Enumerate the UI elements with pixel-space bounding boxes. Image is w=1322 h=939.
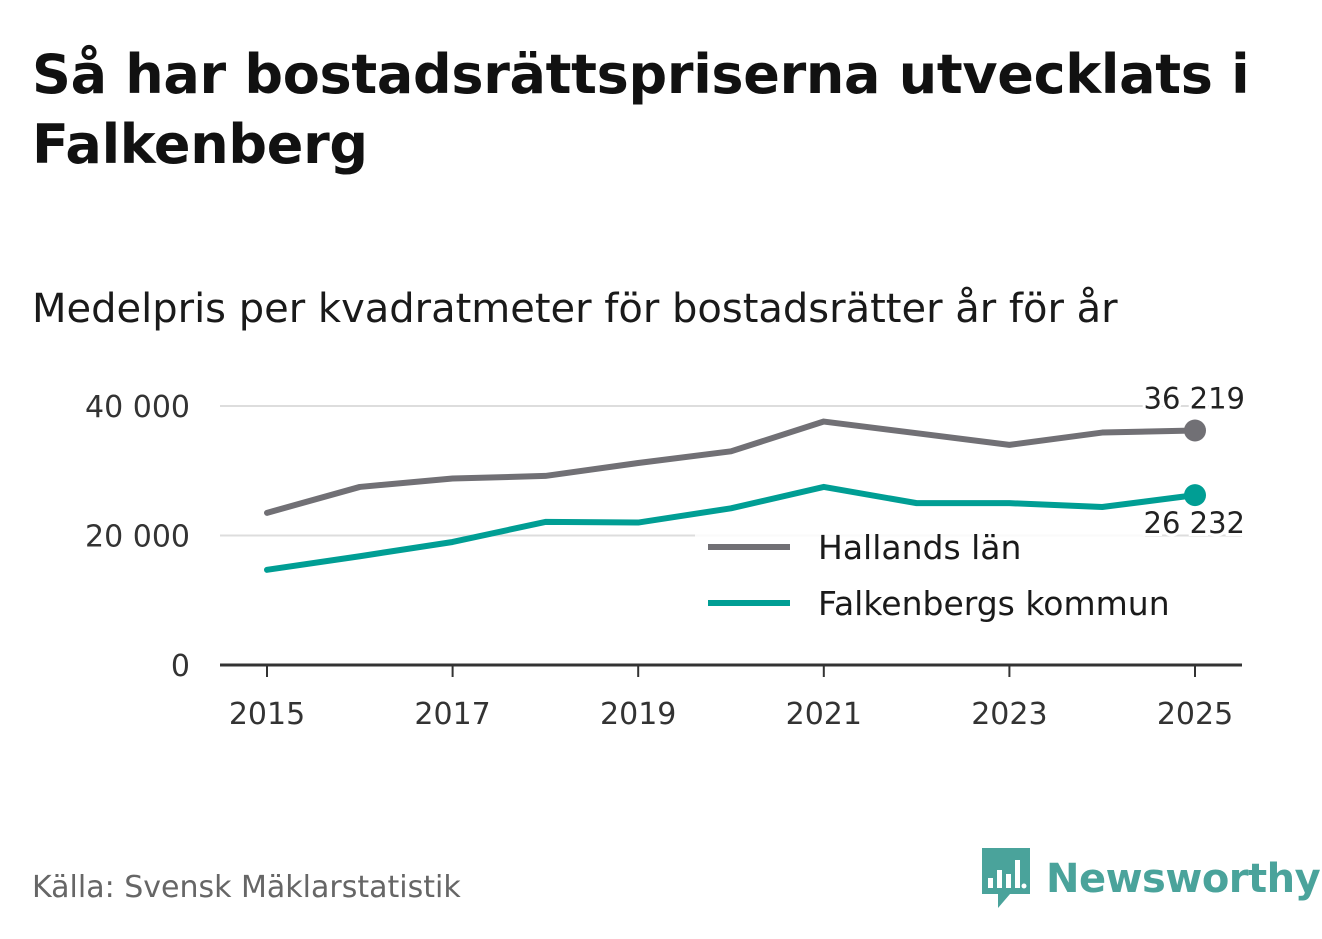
series-end-label: 36 219 [1144,381,1245,415]
legend-label: Hallands län [818,528,1021,567]
series-line [264,483,1198,573]
brand-name: Newsworthy [1046,856,1321,902]
x-tick-label: 2019 [600,697,676,732]
source-note: Källa: Svensk Mäklarstatistik [32,870,461,905]
legend-label: Falkenbergs kommun [818,584,1170,623]
brand-logo: Newsworthy [980,848,1321,910]
x-tick-label: 2023 [971,697,1047,732]
legend-box [695,518,1145,640]
series-end-marker [1184,419,1206,442]
x-tick-label: 2025 [1157,697,1233,732]
newsworthy-bar-chart-icon [982,848,1030,908]
series-end-marker [1184,484,1206,507]
line-chart: 0 20 000 40 000 2015 2017 2019 2021 2023 2025 36 … [85,381,1245,732]
series-end-label: 26 232 [1144,506,1245,540]
series-line [264,418,1198,516]
x-tick-label: 2015 [229,697,305,732]
x-tick-label: 2017 [414,697,490,732]
chart-title: Så har bostadsrättspriserna utvecklats i… [32,43,1250,176]
y-tick-label: 20 000 [85,520,190,555]
chart-subtitle: Medelpris per kvadratmeter för bostadsrä… [32,286,1118,332]
y-tick-label: 40 000 [85,390,190,425]
x-tick-label: 2021 [786,697,862,732]
y-tick-label: 0 [171,649,190,684]
